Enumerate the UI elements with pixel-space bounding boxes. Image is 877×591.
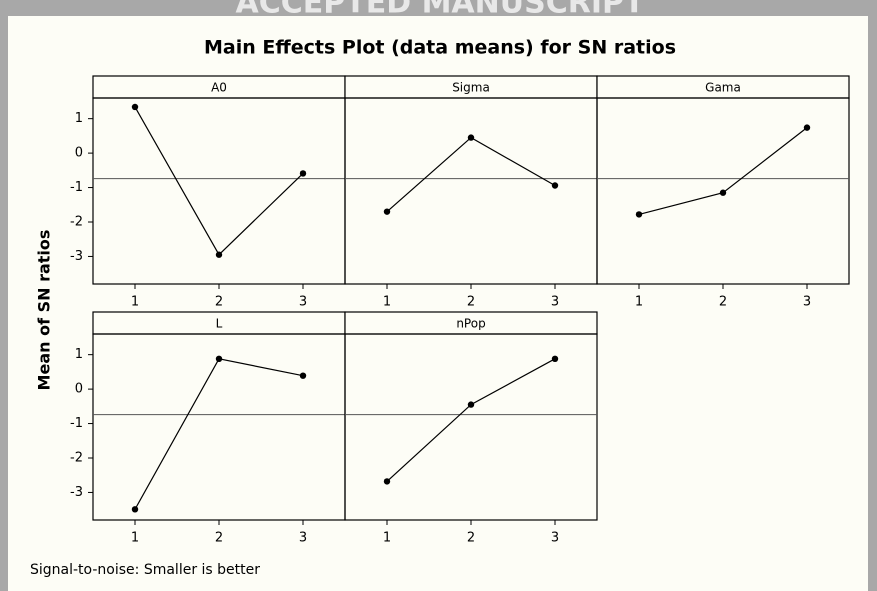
chart-title: Main Effects Plot (data means) for SN ra… (204, 37, 676, 59)
data-point (131, 506, 139, 513)
data-point (803, 124, 811, 131)
x-tick-label: 2 (215, 295, 223, 310)
y-tick-label: 0 (75, 146, 83, 161)
y-tick-label: 1 (75, 347, 83, 362)
data-point (299, 170, 307, 177)
x-tick-label: 3 (551, 295, 559, 310)
panel-title: L (216, 317, 223, 331)
y-tick-label: 0 (75, 382, 83, 397)
x-tick-label: 3 (299, 295, 307, 310)
data-point (635, 211, 643, 218)
y-tick-label: 1 (75, 111, 83, 126)
data-point (551, 355, 559, 362)
x-tick-label: 3 (299, 531, 307, 546)
y-tick-label: -1 (70, 180, 83, 195)
x-tick-label: 1 (383, 295, 391, 310)
x-tick-label: 2 (467, 295, 475, 310)
y-tick-label: -3 (70, 249, 83, 264)
data-point (467, 134, 475, 141)
x-tick-label: 2 (215, 531, 223, 546)
data-point (467, 401, 475, 408)
x-tick-label: 3 (551, 531, 559, 546)
y-tick-label: -1 (70, 416, 83, 431)
y-tick-label: -2 (70, 451, 83, 466)
data-point (383, 208, 391, 215)
x-tick-label: 1 (131, 531, 139, 546)
x-tick-label: 2 (719, 295, 727, 310)
x-tick-label: 1 (383, 531, 391, 546)
data-point (131, 103, 139, 111)
panel-title: A0 (211, 81, 227, 95)
footnote: Signal-to-noise: Smaller is better (30, 562, 260, 578)
data-point (551, 182, 559, 189)
data-point (215, 251, 223, 258)
data-point (299, 372, 307, 379)
data-point (383, 478, 391, 485)
panel-title: nPop (456, 317, 485, 331)
data-point (719, 189, 727, 196)
watermark: ACCEPTED MANUSCRIPT (236, 0, 645, 21)
panel-title: Gama (705, 81, 741, 95)
x-tick-label: 1 (635, 295, 643, 310)
x-tick-label: 3 (803, 295, 811, 310)
plot-background (8, 16, 868, 591)
panel-title: Sigma (452, 81, 490, 95)
data-point (215, 355, 223, 362)
y-tick-label: -3 (70, 485, 83, 500)
y-tick-label: -2 (70, 215, 83, 230)
x-tick-label: 1 (131, 295, 139, 310)
y-axis-label: Mean of SN ratios (35, 230, 54, 391)
x-tick-label: 2 (467, 531, 475, 546)
